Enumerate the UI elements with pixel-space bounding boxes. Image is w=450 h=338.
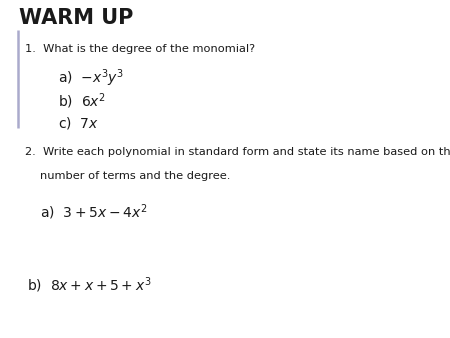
Text: WARM UP: WARM UP bbox=[19, 8, 133, 28]
Text: b)  $8x+x+5+x^{3}$: b) $8x+x+5+x^{3}$ bbox=[27, 275, 152, 295]
Text: a)  $-x^{3}y^{3}$: a) $-x^{3}y^{3}$ bbox=[58, 68, 125, 89]
Text: a)  $3+5x-4x^{2}$: a) $3+5x-4x^{2}$ bbox=[40, 203, 148, 222]
Text: 2.  Write each polynomial in standard form and state its name based on the: 2. Write each polynomial in standard for… bbox=[25, 147, 450, 157]
Text: number of terms and the degree.: number of terms and the degree. bbox=[40, 171, 231, 181]
Text: 1.  What is the degree of the monomial?: 1. What is the degree of the monomial? bbox=[25, 44, 255, 54]
Text: b)  $6x^{2}$: b) $6x^{2}$ bbox=[58, 91, 107, 111]
Text: c)  $7x$: c) $7x$ bbox=[58, 115, 99, 131]
